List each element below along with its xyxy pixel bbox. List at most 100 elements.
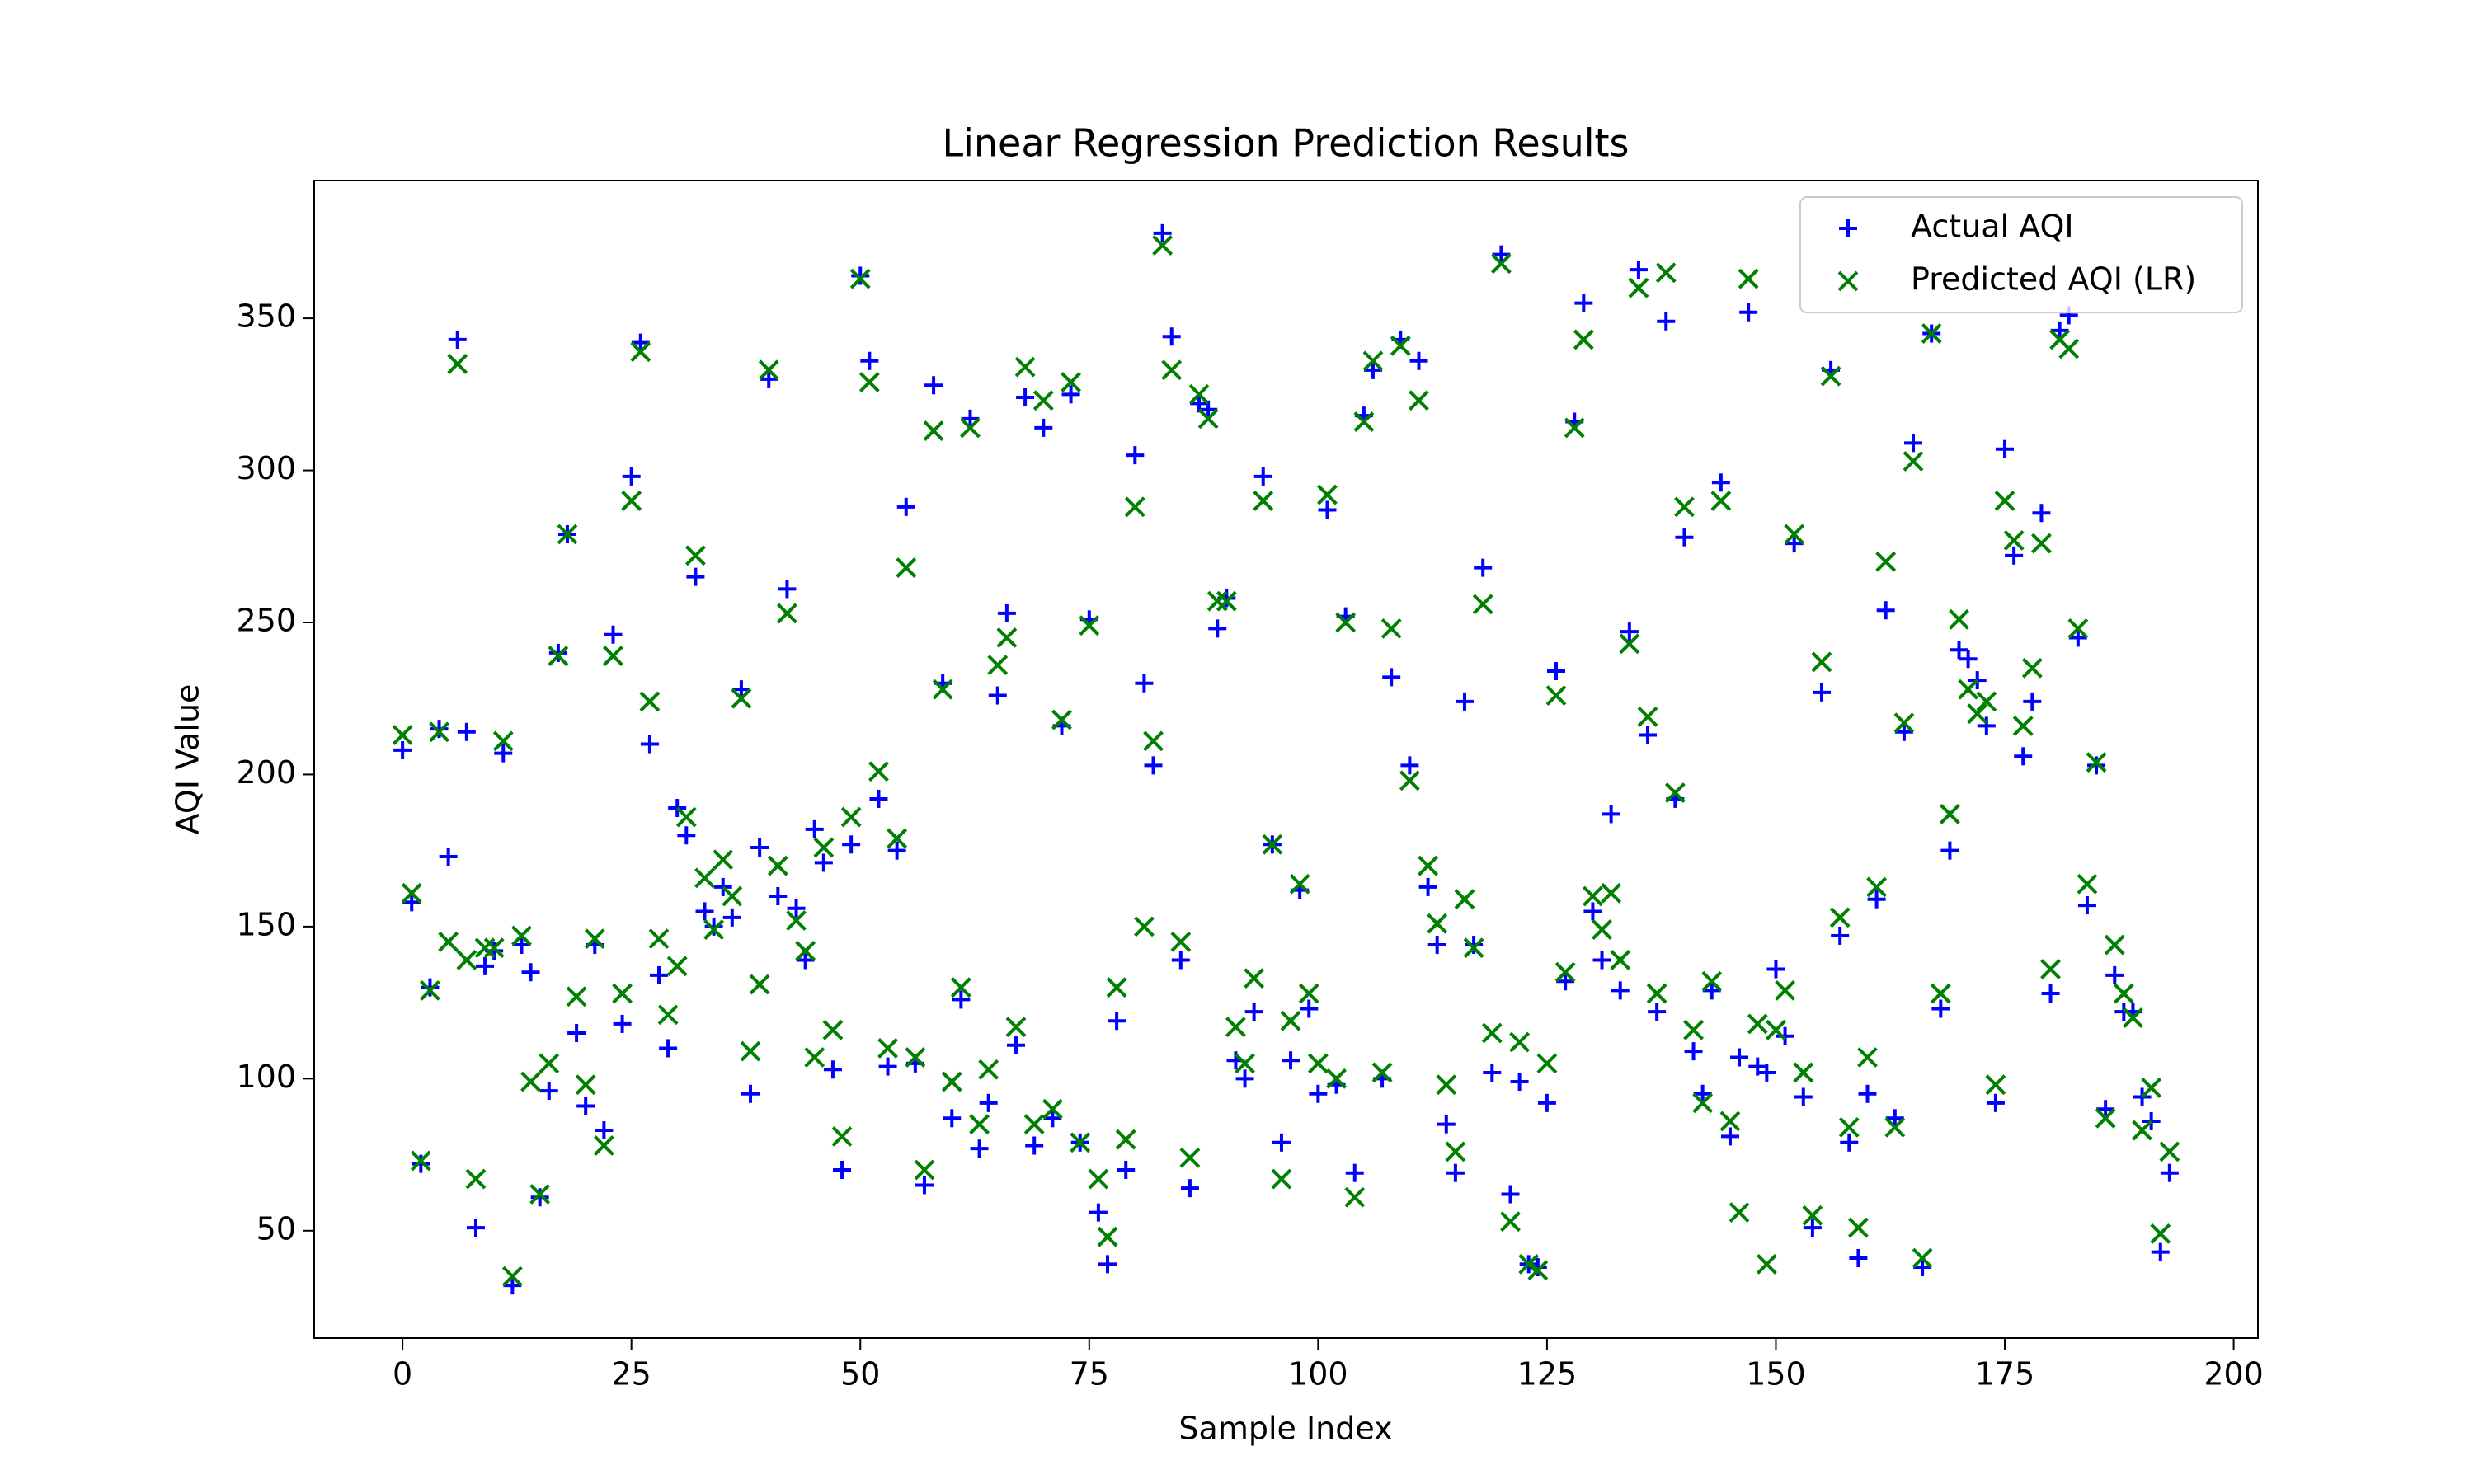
marker-stroke [1637,706,1658,727]
point [584,928,605,950]
marker-stroke [438,931,459,952]
point [1702,981,1721,1000]
point [1820,365,1841,387]
marker-stroke [767,855,788,876]
point [2032,504,2051,523]
point [1197,408,1219,430]
point [1738,268,1759,289]
point [1648,1003,1667,1021]
marker-stroke [1271,1168,1292,1190]
x-tick-label: 75 [1070,1356,1109,1392]
legend-box [1799,196,2243,313]
point [1253,467,1272,486]
point [1134,916,1155,937]
y-axis-label: AQI Value [170,684,206,835]
point [1876,601,1895,620]
point [1474,558,1493,577]
point [492,730,514,752]
point [1976,691,1997,712]
y-tick-label: 200 [236,754,296,791]
point [1939,803,1960,824]
marker-stroke [410,1150,431,1172]
marker-stroke [1536,1053,1558,1074]
point [960,417,981,439]
marker-stroke [1683,1019,1704,1040]
marker-stroke [492,730,514,752]
marker-stroke [1143,730,1164,752]
point [2159,1141,2180,1162]
marker-stroke [804,1047,825,1068]
marker-stroke [1719,1111,1741,1132]
point [1904,434,1923,453]
point [1490,253,1512,275]
point [401,882,422,904]
marker-stroke [1967,703,1988,725]
point [1143,730,1164,752]
marker-stroke [1371,1062,1393,1083]
x-tick-label: 100 [1288,1356,1348,1392]
marker-stroke [1070,1132,1091,1153]
point [1509,1031,1531,1053]
point [412,1154,430,1173]
point [1253,491,1274,511]
marker-stroke [1884,1116,1906,1138]
point [915,1176,934,1195]
marker-stroke [1399,770,1420,791]
point [2012,716,2034,736]
marker-stroke [2113,983,2134,1004]
point [731,688,752,709]
point [630,341,651,363]
point [1153,223,1172,242]
marker-stroke [914,1159,935,1181]
point [1866,876,1888,898]
point [778,580,797,599]
point [392,725,413,745]
point [1363,360,1382,379]
point [668,799,687,818]
marker-stroke [2104,934,2125,956]
point [1875,551,1897,572]
point [2077,896,2096,915]
point [1262,834,1283,855]
point [1885,1109,1904,1128]
marker-stroke [1418,855,1438,876]
point [1051,709,1072,730]
marker-stroke [1829,907,1851,928]
point [639,691,661,712]
point [858,372,880,392]
marker-stroke [1766,1019,1786,1040]
point [2067,618,2089,639]
marker-stroke [1225,1017,1246,1038]
point [822,1019,844,1040]
point [402,893,421,912]
marker-stroke [657,1004,679,1026]
point [1244,968,1265,989]
marker-stroke [603,646,623,666]
point [914,1159,935,1181]
point [448,330,467,349]
point [1583,902,1602,921]
marker-stroke [1784,524,1805,545]
marker-stroke [1042,1098,1063,1120]
point [1445,1141,1466,1162]
marker-stroke [501,1266,523,1287]
point [758,359,779,381]
marker-stroke [923,420,944,442]
point [521,963,540,982]
point [1307,1053,1329,1074]
marker-stroke [1152,235,1174,256]
point [1135,674,1154,693]
y-tick-label: 100 [236,1059,296,1095]
point [1070,1132,1091,1153]
marker-stroke [932,679,953,700]
point [851,266,870,285]
point [997,603,1016,622]
marker-stroke [1500,1211,1521,1233]
marker-stroke [1088,1168,1109,1190]
x-axis-label: Sample Index [1178,1411,1392,1447]
marker-stroke [1005,1017,1027,1038]
point [1409,390,1429,411]
point [932,679,953,700]
point [1418,855,1438,876]
